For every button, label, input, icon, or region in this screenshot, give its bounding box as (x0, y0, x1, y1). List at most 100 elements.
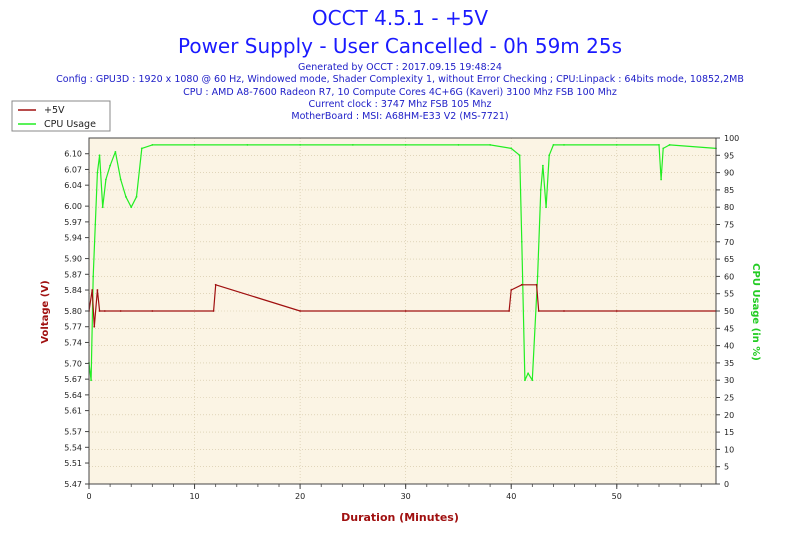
y-left-tick-label: 6.10 (64, 150, 82, 159)
series-line-cpu-usage-point (135, 195, 138, 198)
series-line-voltage-point (510, 289, 513, 291)
x-ticks: 0 10 20 30 40 50 (86, 484, 702, 501)
y-left-tick-label: 5.77 (64, 323, 82, 332)
series-line-cpu-usage-point (662, 147, 665, 150)
series-line-cpu-usage-point (563, 144, 565, 146)
series-line-cpu-usage-point (615, 144, 618, 146)
y-right-tick-label: 45 (724, 324, 734, 333)
series-line-cpu-usage-point (668, 144, 671, 146)
y-left-tick-label: 6.07 (64, 165, 82, 174)
y-left-tick-label: 5.84 (64, 286, 82, 295)
legend: +5V CPU Usage (11, 100, 111, 132)
series-line-cpu-usage-point (660, 178, 663, 181)
y-left-tick-label: 5.87 (64, 270, 82, 279)
series-line-cpu-usage-point (140, 147, 143, 150)
series-line-voltage-point (563, 310, 565, 312)
series-line-cpu-usage-point (109, 164, 112, 167)
x-axis-label: Duration (Minutes) (341, 511, 459, 524)
series-line-cpu-usage-point (518, 154, 521, 157)
series-line-voltage-point (214, 283, 217, 286)
x-tick-label: 10 (189, 492, 199, 501)
series-line-cpu-usage-point (541, 164, 544, 167)
y-left-tick-label: 5.51 (64, 459, 82, 468)
y-left-tick-label: 6.00 (64, 202, 82, 211)
series-line-voltage-point (91, 289, 94, 291)
x-tick-label: 20 (295, 492, 305, 501)
y-right-tick-label: 90 (724, 169, 734, 178)
series-line-cpu-usage-point (524, 379, 526, 382)
y-right-tick-label: 75 (724, 221, 734, 230)
y-right-tick-label: 65 (724, 255, 734, 264)
series-line-voltage-point (93, 325, 96, 328)
y-left-tick-label: 5.70 (64, 359, 82, 368)
y-right-tick-label: 20 (724, 411, 734, 420)
y-left-tick-label: 5.67 (64, 375, 82, 384)
series-line-cpu-usage-point (90, 379, 93, 382)
legend-box (11, 100, 111, 132)
series-line-voltage-point (535, 283, 538, 286)
series-line-cpu-usage-point (404, 144, 407, 146)
series-line-cpu-usage-point (101, 206, 104, 209)
y-left-tick-label: 5.80 (64, 307, 82, 316)
series-line-cpu-usage-point (119, 178, 122, 181)
y-right-tick-label: 50 (724, 307, 734, 316)
series-line-cpu-usage-point (520, 240, 523, 243)
series-line-cpu-usage-point (94, 223, 97, 226)
chart-subtitle: Power Supply - User Cancelled - 0h 59m 2… (178, 34, 622, 58)
series-line-voltage-point (299, 310, 302, 312)
series-line-cpu-usage-point (104, 178, 107, 181)
x-tick-label: 30 (401, 492, 411, 501)
info-line-cpu: CPU : AMD A8-7600 Radeon R7, 10 Compute … (183, 87, 617, 98)
series-line-voltage-point (508, 310, 511, 312)
series-line-cpu-usage (88, 144, 717, 381)
series-line-cpu-usage-point (658, 144, 660, 146)
y-left-tick-label: 5.94 (64, 234, 82, 243)
info-line-motherboard: MotherBoard : MSI: A68HM-E33 V2 (MS-7721… (291, 111, 508, 122)
y-left-tick-label: 5.74 (64, 338, 82, 347)
series-line-cpu-usage-point (489, 144, 492, 146)
y-right-tick-label: 15 (724, 428, 734, 437)
series-line-voltage-point (615, 310, 618, 312)
y-left-tick-label: 5.64 (64, 391, 82, 400)
series-line-voltage-point (212, 310, 215, 312)
y-right-tick-label: 5 (724, 463, 729, 472)
y-right-tick-label: 100 (724, 134, 739, 143)
series-line-voltage-point (404, 310, 407, 312)
series-line-cpu-usage-point (539, 189, 542, 191)
series-line-cpu-usage-point (151, 144, 154, 146)
series-line-cpu-usage-point (545, 206, 547, 209)
y-right-tick-label: 70 (724, 238, 734, 247)
y-right-tick-label: 30 (724, 376, 734, 385)
y-right-tick-label: 35 (724, 359, 734, 368)
series-line-voltage-point (98, 310, 101, 312)
series-line-cpu-usage-point (536, 275, 539, 278)
series-line-voltage-point (151, 310, 154, 312)
y-left-tick-label: 5.57 (64, 428, 82, 437)
x-tick-label: 50 (612, 492, 622, 501)
series-line-cpu-usage-point (130, 206, 133, 209)
series-line-cpu-usage-point (351, 144, 354, 146)
series-line-cpu-usage-point (193, 144, 196, 146)
series-line-cpu-usage-point (92, 275, 95, 278)
y-left-tick-label: 6.04 (64, 181, 82, 190)
series-line-cpu-usage-point (531, 379, 534, 382)
info-line-clock: Current clock : 3747 Mhz FSB 105 Mhz (309, 99, 492, 110)
y-left-axis-label: Voltage (V) (40, 280, 51, 343)
y-right-axis-label: CPU Usage (in %) (750, 263, 761, 361)
series-voltage (88, 283, 717, 328)
series-line-cpu-usage-point (114, 150, 117, 153)
series-line-cpu-usage-point (527, 372, 530, 375)
info-line-generated: Generated by OCCT : 2017.09.15 19:48:24 (298, 62, 502, 73)
y-right-tick-label: 25 (724, 394, 734, 403)
x-tick-label: 0 (86, 492, 91, 501)
series-line-voltage-point (520, 283, 523, 286)
series-line-cpu-usage-point (98, 154, 101, 157)
series-line-cpu-usage-point (457, 144, 460, 146)
series-line-cpu-usage-point (125, 195, 127, 198)
y-right-tick-label: 95 (724, 151, 734, 160)
y-right-tick-label: 60 (724, 272, 734, 281)
series-line-cpu-usage-point (548, 154, 551, 157)
y-left-tick-label: 5.54 (64, 443, 82, 452)
series-line-voltage (88, 284, 716, 328)
